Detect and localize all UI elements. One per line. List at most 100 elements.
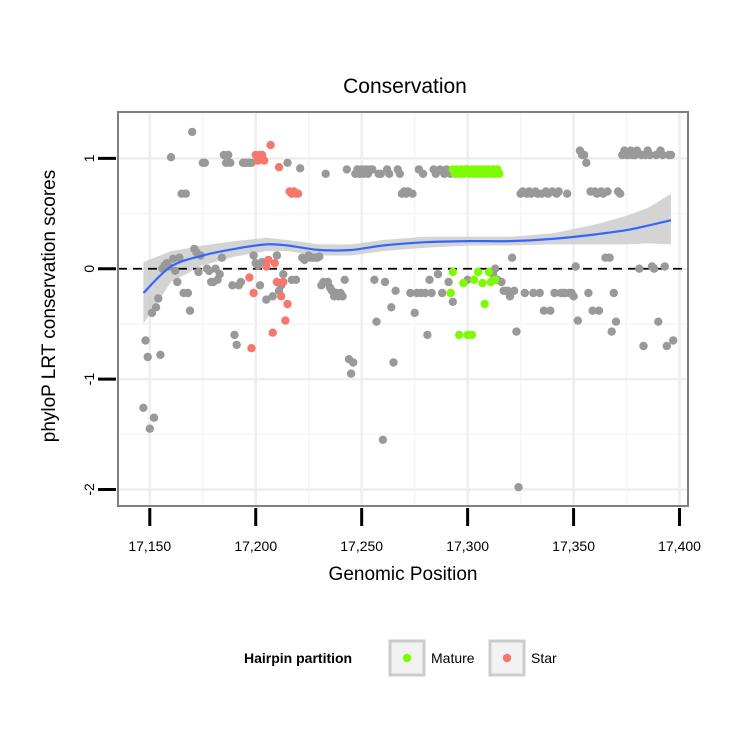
point-other <box>391 286 400 295</box>
point-other <box>151 303 161 312</box>
points <box>139 127 678 492</box>
point-other <box>389 358 398 367</box>
point-star <box>247 344 256 353</box>
point-star <box>268 328 277 337</box>
point-other <box>594 306 604 315</box>
point-other <box>539 306 549 315</box>
point-star <box>266 140 275 150</box>
point-mature <box>459 278 468 288</box>
point-mature <box>455 330 464 340</box>
point-other <box>185 306 195 315</box>
point-other <box>204 266 214 276</box>
point-star <box>272 277 282 287</box>
point-other <box>321 169 330 178</box>
y-tick-label: 0 <box>81 265 97 273</box>
point-other <box>268 292 277 301</box>
point-other <box>139 403 148 412</box>
x-tick-label: 17,350 <box>552 538 595 554</box>
point-other <box>444 277 453 287</box>
point-other <box>283 158 292 167</box>
point-other <box>529 288 538 298</box>
y-tick-label: -1 <box>81 373 97 386</box>
point-star <box>281 316 290 325</box>
point-star <box>277 292 286 301</box>
point-other <box>609 288 618 298</box>
point-other <box>387 303 396 312</box>
point-other <box>378 435 388 444</box>
point-other <box>385 169 394 178</box>
y-axis-title: phyloP LRT conservation scores <box>39 170 60 443</box>
point-star <box>262 262 271 271</box>
point-other <box>215 270 224 279</box>
point-other <box>171 266 180 276</box>
point-other <box>168 254 178 263</box>
smooth-line <box>142 219 672 294</box>
y-tick-label: -2 <box>81 483 97 496</box>
point-star <box>249 288 258 298</box>
point-other <box>569 292 578 301</box>
chart-title: Conservation <box>343 75 467 98</box>
point-other <box>380 277 390 287</box>
point-other <box>183 288 193 298</box>
point-other <box>175 253 184 262</box>
point-other <box>249 251 258 260</box>
point-other <box>660 262 669 271</box>
point-other <box>427 288 436 298</box>
point-other <box>418 169 428 178</box>
point-other <box>571 262 580 271</box>
x-axis-title: Genomic Position <box>329 564 478 585</box>
point-other <box>554 187 563 196</box>
point-star <box>279 277 288 287</box>
point-other <box>291 275 301 284</box>
point-other <box>584 288 593 298</box>
point-other <box>255 281 265 290</box>
point-other <box>370 275 379 284</box>
point-other <box>535 288 544 298</box>
point-star <box>264 255 273 265</box>
point-other <box>605 253 614 262</box>
point-star <box>270 259 279 268</box>
point-other <box>194 267 203 277</box>
point-other <box>507 253 517 262</box>
legend-key-point <box>402 653 412 663</box>
point-other <box>421 288 430 298</box>
x-tick-label: 17,150 <box>128 538 171 554</box>
legend: Hairpin partition Mature Star <box>244 639 557 677</box>
point-other <box>607 327 616 336</box>
point-other <box>217 253 226 262</box>
x-tick-label: 17,400 <box>658 538 701 554</box>
point-other <box>376 169 385 178</box>
point-other <box>448 297 457 306</box>
point-other <box>262 295 271 304</box>
point-other <box>224 150 233 160</box>
point-other <box>588 306 597 315</box>
legend-label: Star <box>531 650 557 666</box>
point-other <box>582 158 591 167</box>
x-tick-label: 17,250 <box>340 538 383 554</box>
point-mature <box>480 299 489 309</box>
point-other <box>145 424 154 433</box>
point-other <box>669 336 678 345</box>
point-other <box>372 317 381 326</box>
point-other <box>368 165 377 174</box>
point-other <box>236 277 246 287</box>
point-other <box>635 264 644 273</box>
point-other <box>232 340 241 350</box>
point-other <box>200 158 210 167</box>
point-mature <box>446 288 455 298</box>
legend-key-point <box>502 653 512 663</box>
point-other <box>410 308 419 318</box>
legend-item-mature: Mature <box>388 639 475 677</box>
point-mature <box>474 267 483 277</box>
y-tick-label: 1 <box>81 154 97 162</box>
point-other <box>230 330 239 340</box>
point-other <box>654 317 663 326</box>
point-other <box>580 150 589 160</box>
point-other <box>611 317 621 326</box>
x-tick-label: 17,200 <box>234 538 277 554</box>
point-mature <box>484 267 493 277</box>
legend-item-star: Star <box>488 639 557 677</box>
y-axis: -2 -1 0 1 <box>81 154 116 496</box>
point-other <box>616 189 625 198</box>
